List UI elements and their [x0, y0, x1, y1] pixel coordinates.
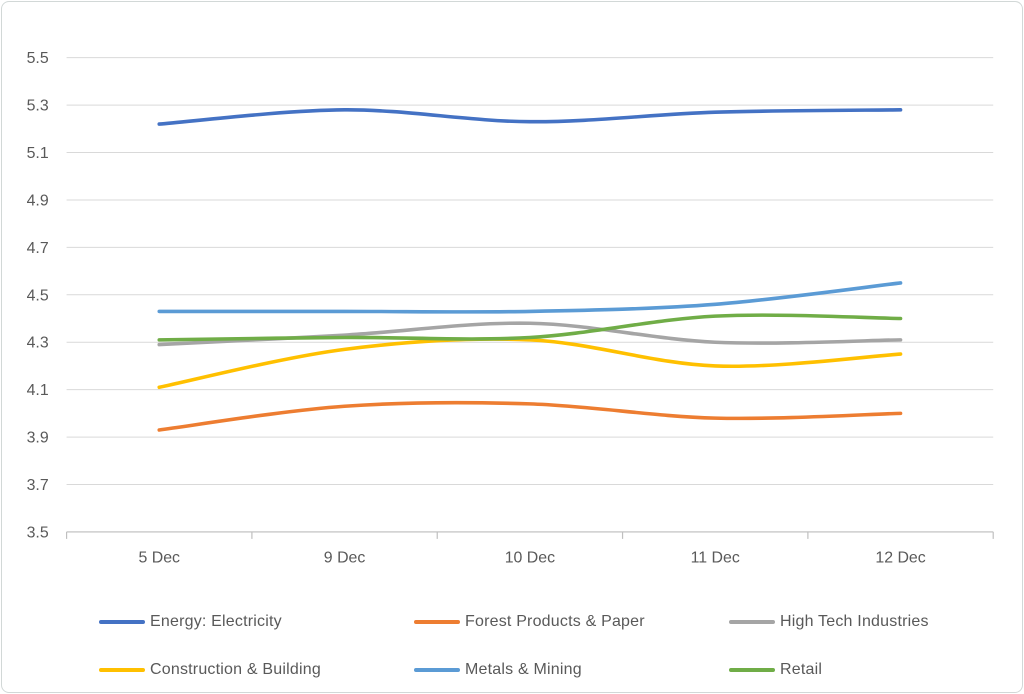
y-axis-label-3.5: 3.5: [27, 524, 49, 541]
y-axis-label-4.7: 4.7: [27, 240, 49, 257]
x-axis-label-12-dec: 12 Dec: [875, 550, 925, 567]
series-line-metals-mining: [157, 281, 903, 314]
x-axis-label-10-dec: 10 Dec: [505, 550, 555, 567]
series-line-energy-electricity: [157, 108, 903, 126]
y-axis-label-5.3: 5.3: [27, 98, 49, 115]
y-axis-label-4.5: 4.5: [27, 287, 49, 304]
series-line-forest-products-paper: [157, 400, 903, 432]
y-axis-label-3.7: 3.7: [27, 477, 49, 494]
series-line-construction-building: [157, 337, 903, 390]
x-axis-label-9-dec: 9 Dec: [324, 550, 366, 567]
x-axis-label-5-dec: 5 Dec: [138, 550, 180, 567]
y-axis-label-4.9: 4.9: [27, 192, 49, 209]
y-axis-label-3.9: 3.9: [27, 430, 49, 447]
y-axis-label-5.1: 5.1: [27, 145, 49, 162]
series-line-retail: [157, 313, 903, 342]
y-axis-label-4.1: 4.1: [27, 382, 49, 399]
y-axis-label-4.3: 4.3: [27, 335, 49, 352]
x-axis-label-11-dec: 11 Dec: [691, 550, 740, 567]
y-axis-label-5.5: 5.5: [27, 50, 49, 67]
